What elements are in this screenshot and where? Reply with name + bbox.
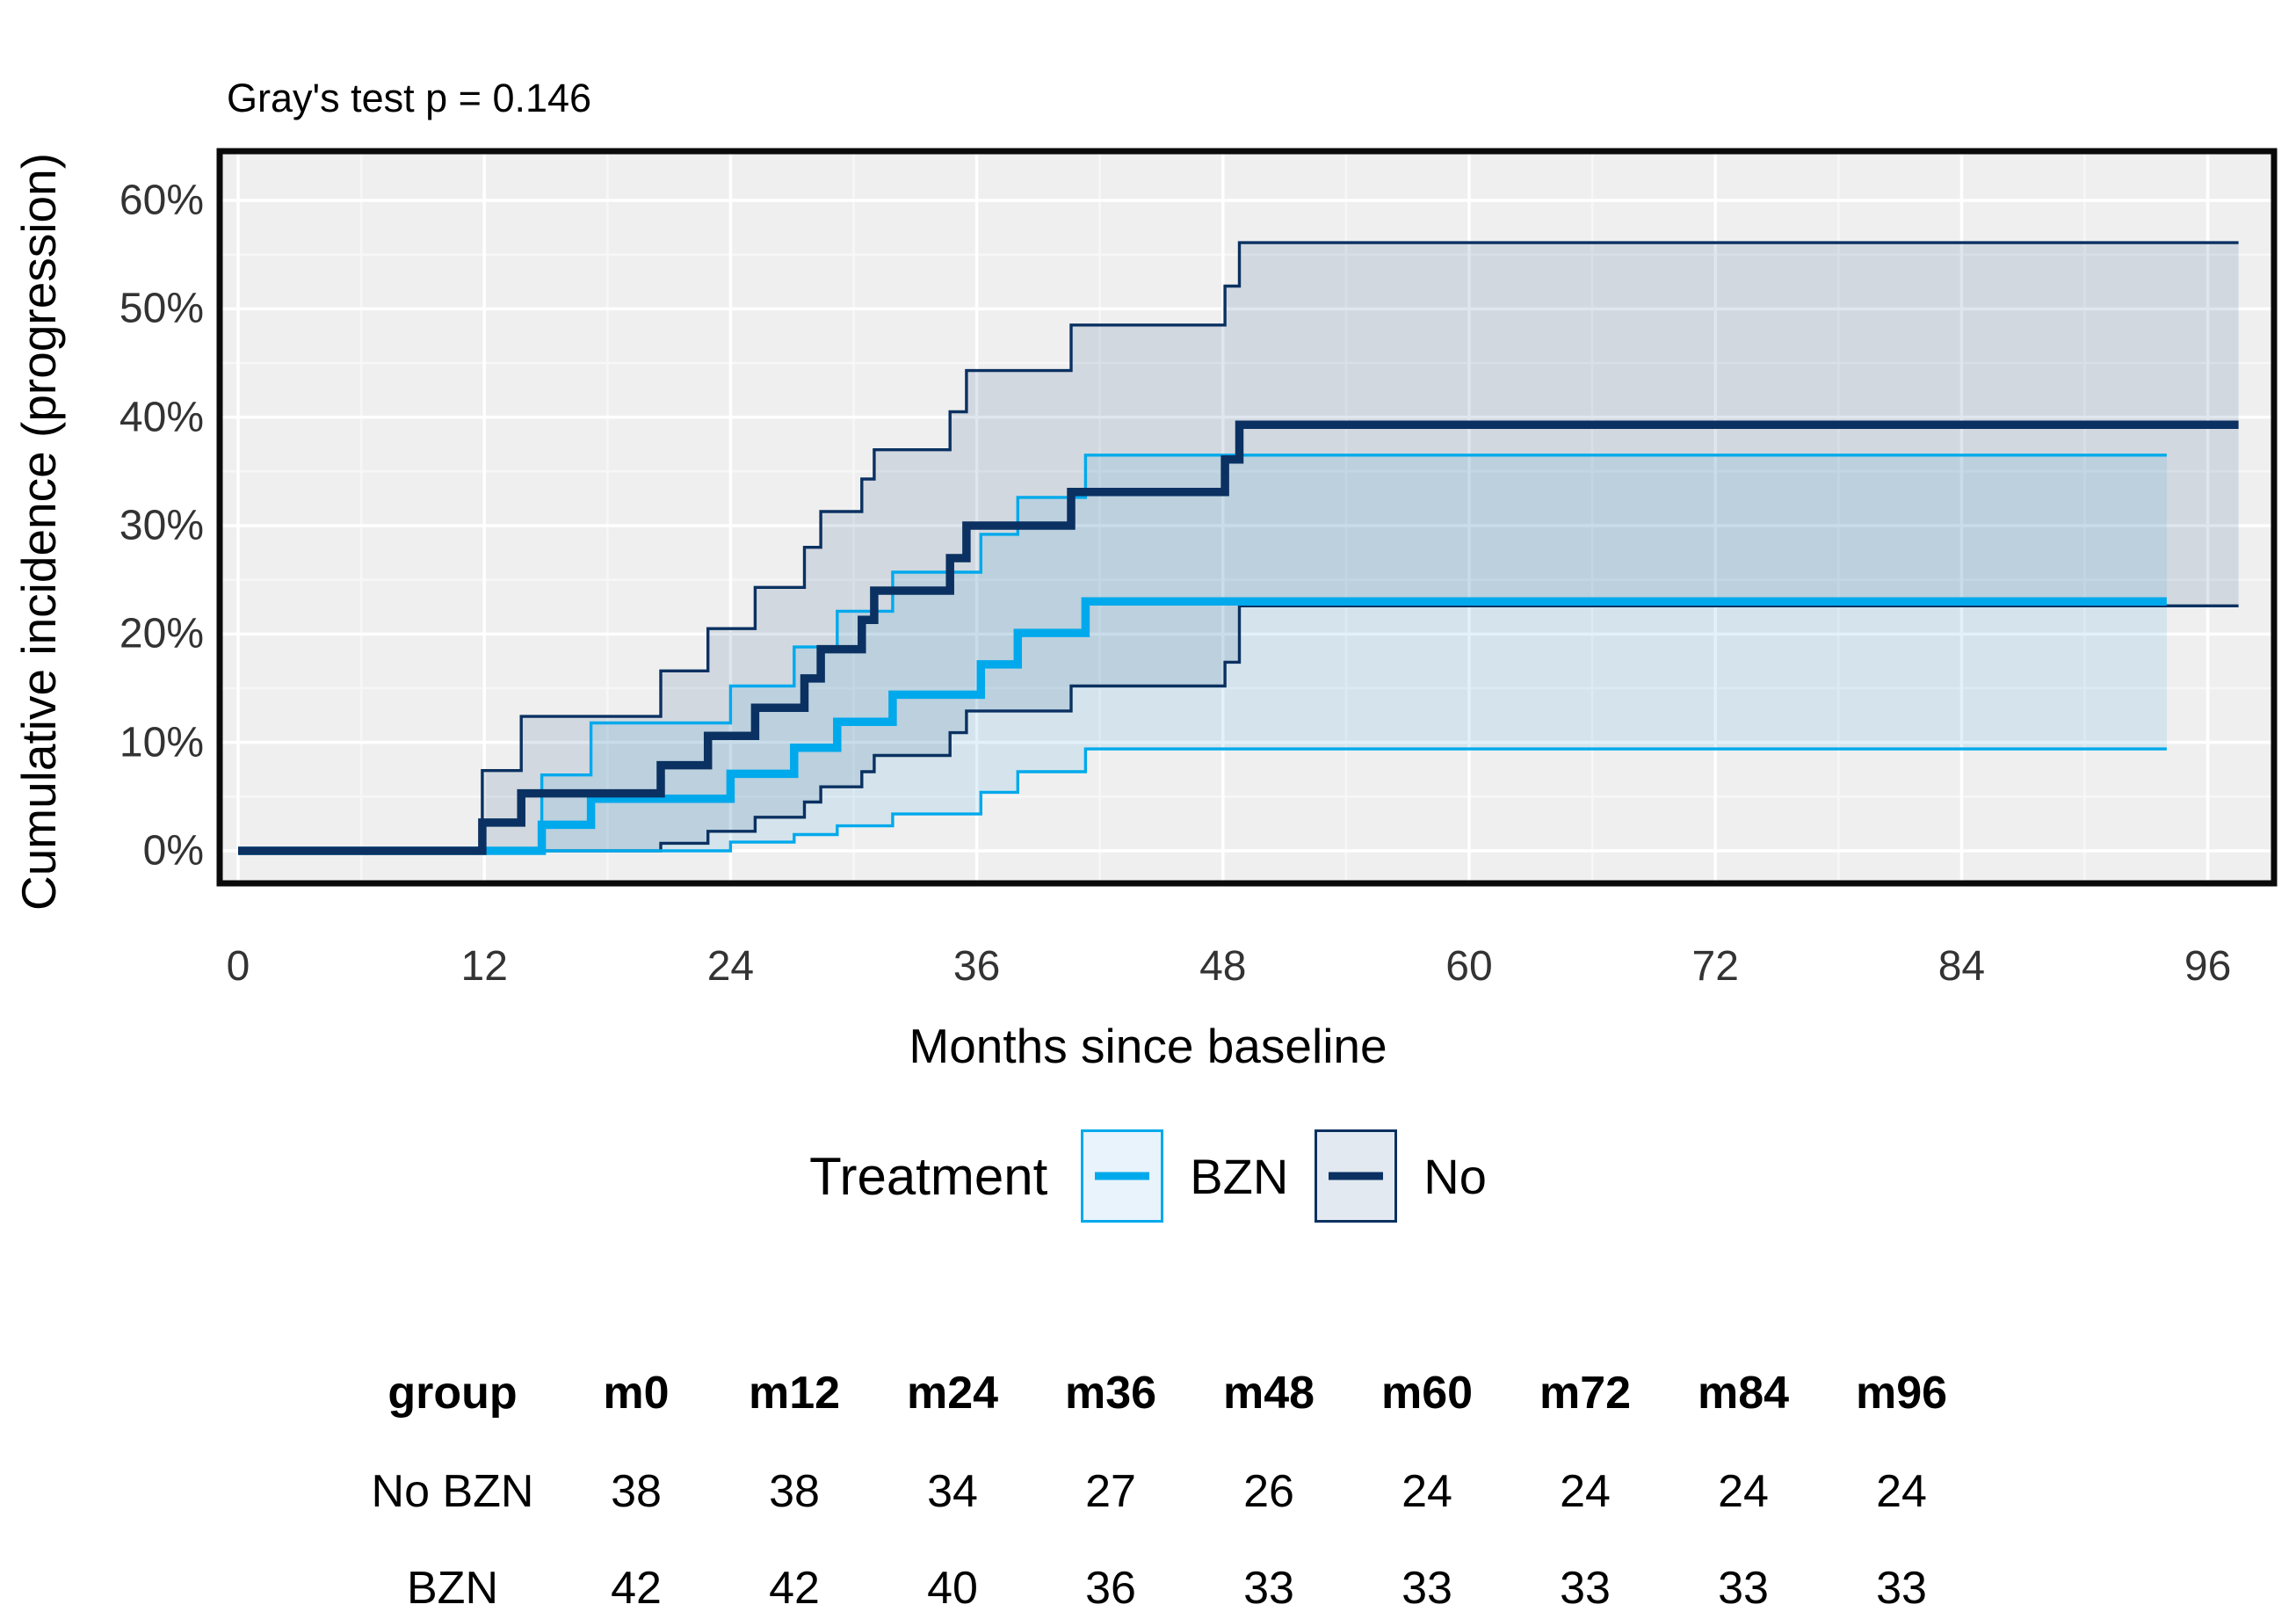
cif-plot-canvas [216,148,2278,887]
estimate-line-no [238,420,2239,855]
x-tick-label: 60 [1445,943,1493,990]
legend-label: BZN [1190,1148,1289,1204]
y-tick-label: 10% [119,719,204,766]
risk-table-header-cell: m84 [1697,1368,1790,1419]
legend-title: Treatment [809,1146,1048,1206]
confidence-band-bzn [541,454,2167,851]
legend-key-line [1095,1172,1150,1180]
x-tick-label: 96 [2184,943,2232,990]
y-tick-label: 40% [119,394,204,441]
risk-table-cell: No BZN [371,1466,534,1517]
upper-ci-line-no [238,241,2239,853]
legend-key-line [1329,1172,1384,1180]
risk-table-header-cell: m24 [906,1368,999,1419]
estimate-line-bzn [238,597,2167,855]
risk-table-header-cell: m0 [603,1368,670,1419]
x-tick-label: 0 [226,943,250,990]
x-tick-label: 84 [1937,943,1986,990]
x-axis-title: Months since baseline [909,1019,1387,1073]
risk-table-cell: 33 [1402,1563,1452,1614]
risk-table-cell: 38 [769,1466,820,1517]
risk-table-cell: 42 [769,1563,820,1614]
risk-table-cell: 27 [1085,1466,1136,1517]
treatment-legend: Treatment BZN No [0,1123,2296,1229]
risk-table-cell: 33 [1560,1563,1611,1614]
risk-table-cell: 33 [1243,1563,1294,1614]
risk-table-cell: 24 [1718,1466,1769,1517]
plot-panel [220,151,2274,883]
plot-content [222,154,2271,881]
y-axis-title: Cumulative incidence (progression) [11,152,66,911]
risk-table-cell: 38 [611,1466,662,1517]
risk-table-cell: 34 [927,1466,978,1517]
x-tick-label: 12 [460,943,508,990]
upper-ci-line-bzn [238,454,2167,853]
risk-table-cell: 24 [1876,1466,1927,1517]
y-tick-label: 20% [119,610,204,657]
risk-table-header-cell: m60 [1380,1368,1474,1419]
risk-table-cell: 36 [1085,1563,1136,1614]
y-tick-label: 60% [119,177,204,224]
panel-border [216,148,2278,887]
risk-table-cell: BZN [407,1563,498,1614]
x-tick-label: 24 [706,943,755,990]
risk-table-cell: 24 [1402,1466,1452,1517]
y-tick-label: 0% [142,827,204,875]
x-tick-label: 48 [1199,943,1247,990]
risk-table-cell: 33 [1876,1563,1927,1614]
y-tick-label: 30% [119,502,204,549]
risk-table-header-cell: m96 [1855,1368,1948,1419]
legend-key-no [1315,1129,1398,1223]
risk-table-cell: 42 [611,1563,662,1614]
risk-table-header-cell: m36 [1064,1368,1157,1419]
gray-test-pvalue: Gray's test p = 0.146 [227,76,592,120]
y-tick-label: 50% [119,285,204,332]
legend-key-bzn [1081,1129,1164,1223]
risk-table-header-cell: m72 [1539,1368,1632,1419]
x-tick-label: 72 [1691,943,1739,990]
lower-ci-line-no [238,604,2239,853]
lower-ci-line-bzn [238,747,2167,853]
risk-table-cell: 26 [1243,1466,1294,1517]
risk-table-cell: 24 [1560,1466,1611,1517]
risk-table-cell: 40 [927,1563,978,1614]
x-tick-label: 36 [952,943,1001,990]
risk-table-header-cell: m48 [1222,1368,1315,1419]
risk-table-cell: 33 [1718,1563,1769,1614]
risk-table-header-cell: group [387,1368,518,1419]
risk-table-header-cell: m12 [748,1368,841,1419]
legend-label: No [1423,1148,1487,1204]
